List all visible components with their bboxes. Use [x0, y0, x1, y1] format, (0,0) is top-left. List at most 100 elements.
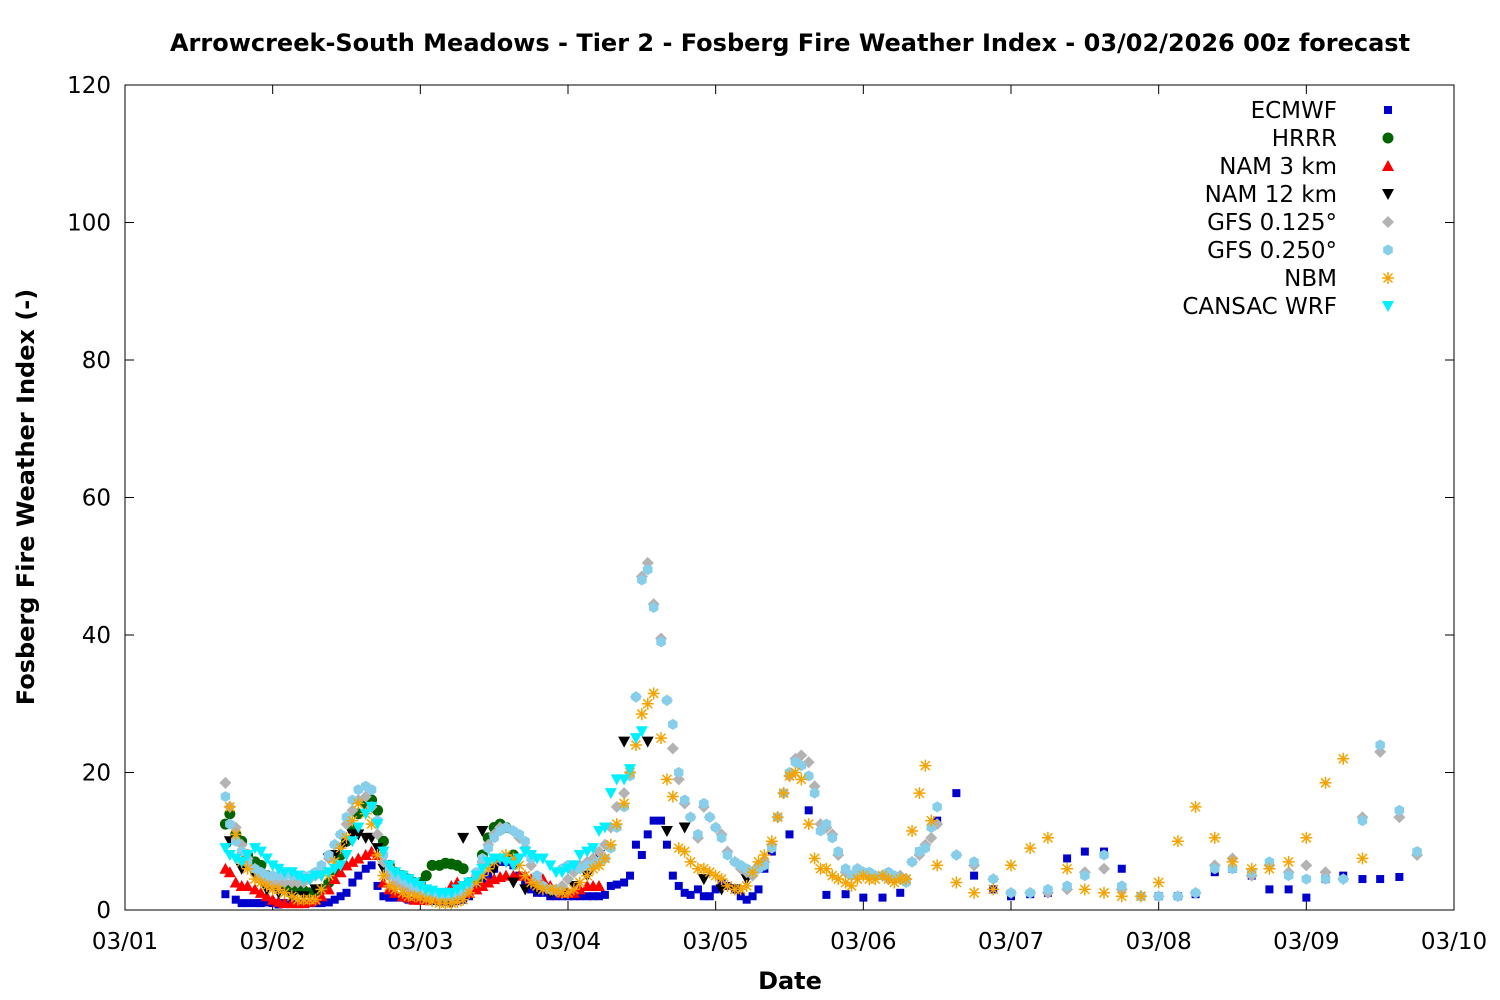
data-point — [740, 879, 753, 892]
data-point — [359, 808, 372, 820]
data-point — [352, 852, 365, 864]
data-point — [385, 893, 394, 902]
data-point — [581, 846, 594, 858]
data-point — [223, 866, 236, 878]
legend-marker — [1382, 189, 1394, 200]
data-point — [1357, 815, 1368, 827]
data-point — [878, 893, 887, 902]
x-tick-label: 03/04 — [535, 929, 601, 955]
data-point — [593, 825, 606, 837]
data-point — [666, 742, 679, 755]
data-point — [618, 797, 631, 810]
data-point — [379, 892, 388, 901]
data-point — [328, 863, 341, 875]
data-point — [1375, 739, 1385, 751]
series-gfs-0-125- — [219, 556, 1424, 903]
data-point — [507, 860, 520, 872]
data-point — [668, 871, 677, 880]
data-point — [1376, 875, 1385, 884]
data-point — [649, 816, 658, 825]
data-point — [951, 849, 962, 861]
data-point — [520, 835, 530, 847]
data-point — [672, 773, 685, 786]
data-point — [896, 888, 905, 897]
data-point — [1115, 890, 1128, 903]
legend-label: CANSAC WRF — [1182, 294, 1337, 320]
data-point — [322, 867, 335, 879]
data-point — [507, 877, 520, 889]
data-point — [519, 846, 532, 858]
y-tick-label: 80 — [82, 348, 111, 374]
data-point — [595, 892, 604, 901]
data-point — [684, 855, 697, 868]
data-point — [241, 862, 254, 875]
data-point — [686, 890, 695, 899]
data-point — [340, 850, 353, 861]
data-point — [248, 843, 261, 855]
data-point — [377, 869, 390, 882]
data-point — [1265, 885, 1274, 894]
data-point — [414, 891, 427, 904]
data-point — [527, 885, 536, 894]
data-point — [402, 874, 415, 886]
data-point — [223, 800, 236, 813]
data-point — [656, 636, 666, 648]
data-point — [1171, 835, 1184, 848]
data-point — [1412, 846, 1422, 858]
data-point — [736, 892, 745, 901]
data-point — [598, 822, 611, 834]
data-point — [1043, 883, 1053, 895]
data-point — [647, 687, 660, 700]
data-point — [672, 842, 685, 855]
data-point — [693, 828, 703, 840]
data-point — [241, 850, 254, 861]
legend-label: NBM — [1284, 266, 1337, 292]
data-point — [674, 767, 684, 778]
data-point — [968, 886, 981, 899]
data-point — [655, 732, 668, 745]
data-point — [1173, 890, 1183, 902]
data-point — [315, 883, 328, 896]
data-point — [231, 895, 240, 904]
data-point — [482, 876, 495, 888]
data-point — [1041, 831, 1054, 844]
data-point — [219, 776, 232, 789]
data-point — [907, 856, 917, 868]
data-point — [716, 832, 727, 844]
data-point — [970, 871, 979, 880]
data-point — [648, 602, 659, 613]
data-point — [662, 694, 672, 706]
data-point — [1117, 880, 1127, 892]
data-point — [593, 859, 606, 872]
data-point — [260, 890, 273, 902]
data-point — [662, 840, 671, 849]
data-point — [1210, 863, 1220, 875]
data-point — [414, 880, 427, 892]
plot-area-frame — [124, 84, 1455, 911]
data-point — [334, 860, 347, 872]
x-tick-label: 03/07 — [978, 929, 1044, 955]
data-point — [243, 899, 252, 908]
data-point — [1393, 811, 1406, 824]
data-point — [987, 883, 1000, 896]
data-point — [389, 867, 402, 879]
data-point — [1078, 883, 1091, 896]
data-point — [618, 787, 631, 800]
data-point — [315, 870, 328, 882]
data-point — [808, 780, 821, 793]
data-point — [777, 787, 790, 800]
data-point — [919, 759, 932, 772]
data-point — [808, 852, 821, 865]
series-cansac-wrf — [219, 726, 648, 899]
data-point — [1208, 831, 1221, 844]
data-point — [742, 895, 751, 904]
data-point — [513, 853, 526, 865]
data-point — [1099, 849, 1109, 861]
data-point — [629, 733, 642, 745]
data-point — [925, 831, 938, 844]
data-point — [352, 822, 365, 834]
data-point — [519, 884, 532, 896]
data-point — [352, 797, 365, 810]
data-point — [1358, 875, 1367, 884]
data-point — [365, 845, 378, 857]
